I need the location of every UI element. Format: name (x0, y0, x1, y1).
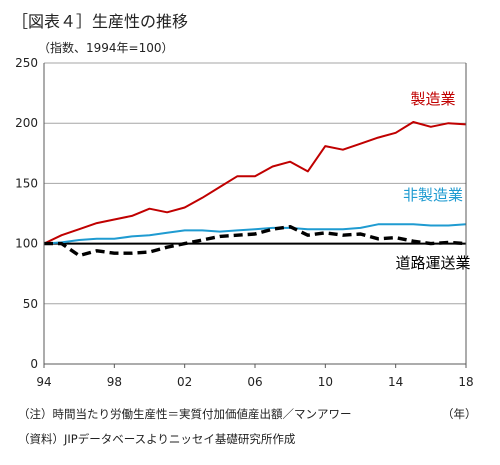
x-tick-label-2018: 18 (458, 375, 473, 389)
x-tick-label-1998: 98 (107, 375, 122, 389)
x-axis-unit-label: （年） (442, 407, 477, 421)
x-tick-label-2010: 10 (318, 375, 333, 389)
x-tick-label-2006: 06 (247, 375, 262, 389)
series-line-road-transport (44, 224, 467, 258)
series-label-manufacturing: 製造業 (410, 90, 455, 108)
footnote-source: （資料）JIPデータベースよりニッセイ基礎研究所作成 (18, 432, 296, 446)
y-axis-unit-label: （指数、1994年=100） (38, 41, 174, 55)
series-label-non-manufacturing: 非製造業 (403, 186, 463, 204)
y-tick-label-100: 100 (15, 237, 38, 251)
y-tick-label-250: 250 (15, 56, 38, 70)
chart-title: ［図表４］生産性の推移 (12, 12, 189, 31)
y-tick-label-200: 200 (15, 116, 38, 130)
x-tick-label-2002: 02 (177, 375, 192, 389)
y-tick-label-0: 0 (30, 357, 38, 371)
series-line-non-manufacturing (43, 223, 467, 245)
productivity-line-chart: 0 50 100 150 200 250 94 98 02 06 10 14 18 製造業非製造業道路運… (15, 56, 474, 389)
y-tick-label-50: 50 (23, 297, 38, 311)
footnote-definition: （注）時間当たり労働生産性＝実質付加価値産出額／マンアワー (18, 407, 352, 421)
y-tick-label-150: 150 (15, 176, 38, 190)
series-label-road-transport: 道路運送業 (395, 254, 470, 272)
series-line-manufacturing (43, 121, 467, 245)
x-tick-label-2014: 14 (388, 375, 403, 389)
x-tick-label-1994: 94 (36, 375, 51, 389)
